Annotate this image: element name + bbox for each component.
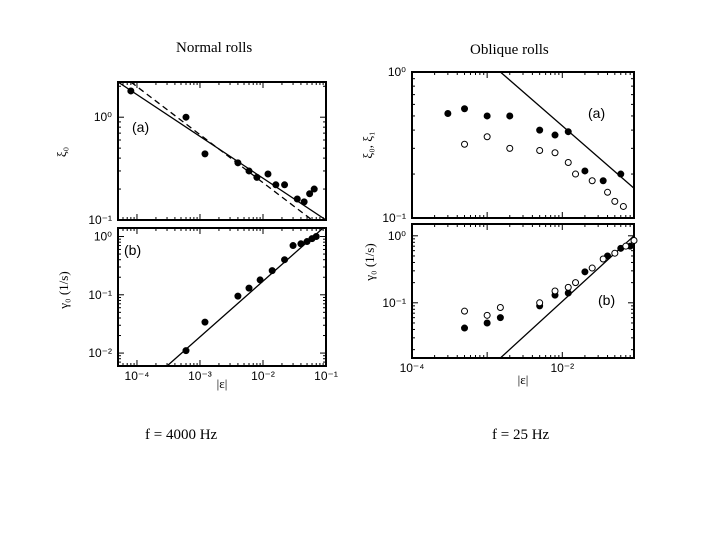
data-point-filled	[483, 112, 491, 120]
data-point-filled	[599, 177, 607, 185]
dashed-fit-line	[130, 82, 313, 220]
solid-fit-line	[499, 235, 634, 358]
data-point-filled	[461, 105, 469, 113]
left-caption: f = 4000 Hz	[145, 427, 218, 443]
right-title: Oblique rolls	[470, 42, 549, 58]
data-point-filled	[536, 126, 544, 134]
data-point-filled	[289, 242, 297, 250]
data-point-filled	[245, 167, 253, 175]
y-tick-label: 10⁻¹	[88, 213, 112, 227]
x-axis-label: |ε|	[518, 372, 529, 387]
data-point-filled	[297, 240, 305, 248]
data-point-open	[506, 144, 514, 152]
data-point-filled	[564, 289, 572, 297]
data-point-open	[604, 188, 612, 196]
data-point-filled	[127, 87, 135, 95]
data-point-filled	[245, 284, 253, 292]
data-point-filled	[201, 150, 209, 158]
data-point-filled	[201, 318, 209, 326]
panel-label: (a)	[588, 105, 605, 121]
data-point-filled	[483, 319, 491, 327]
x-tick-label: 10⁻³	[188, 369, 212, 383]
data-point-open	[496, 304, 504, 312]
right-caption: f = 25 Hz	[492, 427, 550, 443]
data-point-filled	[551, 131, 559, 139]
y-axis-label: γ₀ (1/s)	[362, 243, 377, 281]
data-point-open	[611, 249, 619, 257]
data-point-open	[588, 177, 596, 185]
y-axis-label: ξ₀	[54, 147, 69, 157]
data-point-filled	[461, 324, 469, 332]
data-point-filled	[312, 233, 320, 241]
y-axis-label: ξ₀, ξ₁	[360, 131, 375, 158]
data-point-filled	[256, 276, 264, 284]
panel-label: (b)	[598, 292, 615, 308]
data-point-open	[572, 170, 580, 178]
data-point-filled	[182, 113, 190, 121]
panel-label: (b)	[124, 242, 141, 258]
data-point-filled	[234, 159, 242, 167]
data-point-open	[622, 242, 630, 250]
data-point-filled	[281, 256, 289, 264]
data-point-open	[551, 287, 559, 295]
data-point-filled	[234, 292, 242, 300]
y-tick-label: 10⁻¹	[382, 296, 406, 310]
data-point-filled	[182, 347, 190, 355]
x-axis-label: |ε|	[217, 376, 228, 391]
data-point-open	[572, 279, 580, 287]
data-point-open	[461, 140, 469, 148]
y-tick-label: 10⁰	[94, 110, 112, 124]
data-point-open	[630, 237, 638, 245]
data-point-filled	[617, 170, 625, 178]
data-point-filled	[310, 185, 318, 193]
plot-frame-normal-top	[117, 81, 327, 221]
data-point-open	[588, 264, 596, 272]
data-point-open	[551, 149, 559, 157]
x-tick-label: 10⁻⁴	[125, 369, 150, 383]
data-point-open	[536, 299, 544, 307]
data-point-filled	[264, 170, 272, 178]
data-point-filled	[300, 198, 308, 206]
solid-fit-line	[166, 228, 324, 366]
data-point-filled	[253, 173, 261, 181]
data-point-filled	[281, 181, 289, 189]
data-point-filled	[306, 190, 314, 198]
x-tick-label: 10⁻²	[550, 361, 574, 375]
data-point-open	[483, 311, 491, 319]
y-tick-label: 10⁰	[388, 65, 406, 79]
data-point-open	[599, 255, 607, 263]
data-point-filled	[293, 195, 301, 203]
data-point-filled	[303, 238, 311, 246]
data-point-filled	[581, 268, 589, 276]
plot-frame-oblique-top	[411, 71, 635, 219]
data-point-open	[461, 307, 469, 315]
data-point-filled	[272, 181, 280, 189]
y-tick-label: 10⁰	[388, 229, 406, 243]
y-axis-label: γ₀ (1/s)	[56, 271, 71, 309]
x-tick-label: 10⁻¹	[314, 369, 338, 383]
data-point-open	[611, 197, 619, 205]
data-point-filled	[268, 267, 276, 275]
data-point-open	[564, 283, 572, 291]
data-point-filled	[444, 109, 452, 117]
panel-label: (a)	[132, 119, 149, 135]
y-tick-label: 10⁰	[94, 230, 112, 244]
y-tick-label: 10⁻¹	[88, 288, 112, 302]
data-point-open	[564, 158, 572, 166]
data-point-filled	[496, 314, 504, 322]
data-point-open	[483, 133, 491, 141]
data-point-filled	[581, 167, 589, 175]
left-title: Normal rolls	[176, 40, 253, 56]
y-tick-label: 10⁻¹	[382, 211, 406, 225]
y-tick-label: 10⁻²	[88, 346, 112, 360]
plot-frame-normal-bottom	[117, 227, 327, 367]
x-tick-label: 10⁻²	[251, 369, 275, 383]
data-point-open	[619, 202, 627, 210]
x-tick-label: 10⁻⁴	[400, 361, 425, 375]
data-point-open	[536, 146, 544, 154]
data-point-filled	[506, 112, 514, 120]
data-point-filled	[564, 128, 572, 136]
